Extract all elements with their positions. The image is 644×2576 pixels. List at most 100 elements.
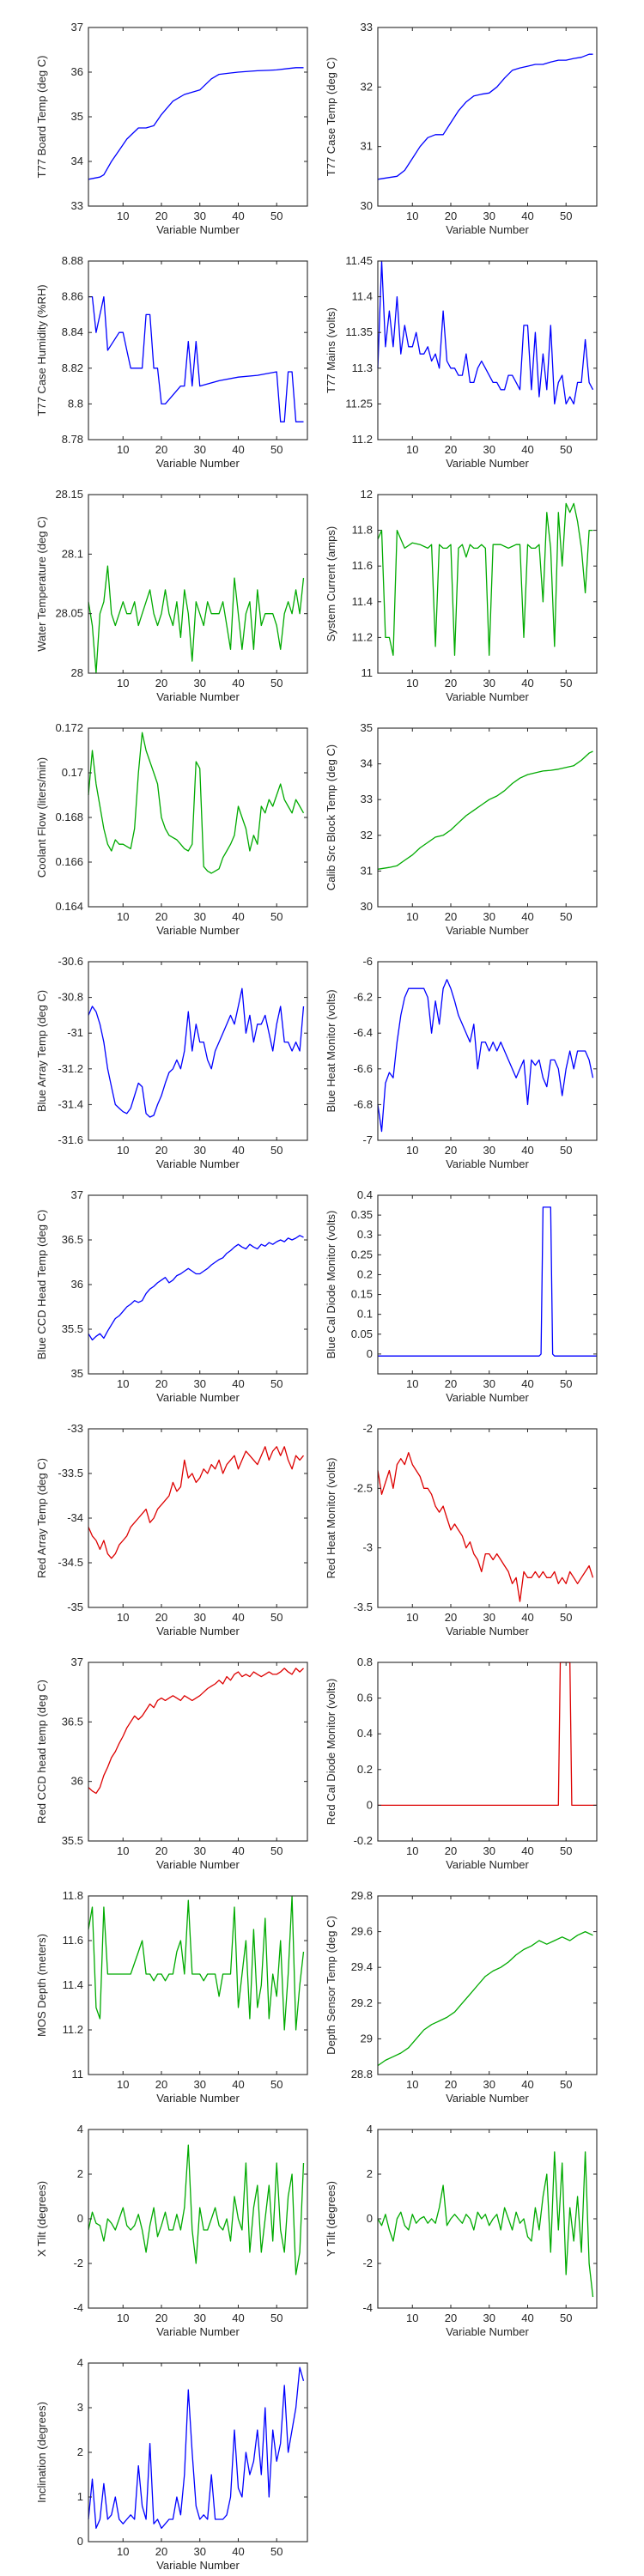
blue-ccd-head-temp-xtick-label: 10	[117, 1377, 129, 1390]
inclination-series-line	[88, 2366, 305, 2530]
red-heat-monitor-series-line	[377, 1452, 594, 1602]
x-tilt-ytick-label: -2	[73, 2257, 83, 2269]
red-heat-monitor-ytick-label: -2	[362, 1422, 373, 1435]
water-temperature-ytick-label: 28.1	[62, 547, 83, 560]
blue-cal-diode-monitor-xtick-label: 20	[445, 1377, 457, 1390]
coolant-flow-xtick-label: 30	[194, 910, 206, 923]
t77-case-temp-axes-frame	[377, 27, 598, 207]
coolant-flow-series-line	[88, 732, 305, 874]
coolant-flow-xtick-label: 40	[232, 910, 244, 923]
blue-heat-monitor-ytick-label: -6.2	[354, 991, 373, 1004]
chart-panel-blue-ccd-head-temp: 37 36.5 36 35.5 35 10 20 30 40 50 Variable Number B…	[35, 1188, 308, 1404]
t77-board-temp-xtick-label: 30	[194, 210, 206, 222]
water-temperature-ytick-label: 28.05	[55, 607, 83, 620]
system-current-ytick-label: 11.6	[352, 559, 373, 572]
blue-ccd-head-temp-ylabel: Blue CCD Head Temp (deg C)	[35, 1210, 48, 1360]
system-current-xtick-label: 30	[483, 677, 495, 690]
coolant-flow-ytick-label: 0.164	[55, 900, 83, 913]
coolant-flow-ytick-label: 0.168	[55, 811, 83, 823]
blue-ccd-head-temp-ytick-label: 36.5	[62, 1233, 83, 1246]
red-array-temp-xtick-label: 30	[194, 1611, 206, 1624]
red-array-temp-ytick-label: -34.5	[58, 1556, 83, 1569]
inclination-ytick-label: 4	[77, 2356, 83, 2369]
blue-ccd-head-temp-xtick-label: 40	[232, 1377, 244, 1390]
water-temperature-xtick-label: 30	[194, 677, 206, 690]
t77-board-temp-series-line	[88, 67, 304, 180]
depth-sensor-temp-ylabel: Depth Sensor Temp (deg C)	[325, 1916, 337, 2055]
blue-cal-diode-monitor-ytick-label: 0.25	[351, 1248, 373, 1261]
depth-sensor-temp-xtick-label: 10	[406, 2078, 418, 2091]
t77-case-temp-xtick-label: 40	[521, 210, 533, 222]
blue-cal-diode-monitor-ytick-label: 0.05	[351, 1327, 373, 1340]
t77-case-temp-xlabel: Variable Number	[446, 223, 529, 236]
chart-panel-red-array-temp: -33 -33.5 -34 -34.5 -35 10 20 30 40 50 Variable Nu…	[35, 1422, 308, 1637]
red-ccd-head-temp-ytick-label: 36.5	[62, 1715, 83, 1728]
red-array-temp-ytick-label: -35	[67, 1601, 83, 1613]
t77-case-humidity-xtick-label: 10	[117, 443, 129, 456]
system-current-series-line	[377, 502, 593, 656]
blue-array-temp-xtick-label: 40	[232, 1144, 244, 1157]
red-array-temp-xtick-label: 50	[270, 1611, 283, 1624]
blue-cal-diode-monitor-ylabel: Blue Cal Diode Monitor (volts)	[325, 1211, 337, 1359]
red-heat-monitor-xtick-label: 40	[521, 1611, 533, 1624]
blue-cal-diode-monitor-xtick-label: 10	[406, 1377, 418, 1390]
blue-ccd-head-temp-xtick-label: 50	[270, 1377, 283, 1390]
x-tilt-ytick-label: 2	[77, 2167, 83, 2180]
calib-src-block-temp-xtick-label: 50	[560, 910, 572, 923]
red-array-temp-xlabel: Variable Number	[156, 1625, 240, 1637]
water-temperature-xtick-label: 10	[117, 677, 129, 690]
red-cal-diode-monitor-xlabel: Variable Number	[446, 1858, 529, 1871]
system-current-ytick-label: 11	[361, 666, 374, 679]
water-temperature-series-line	[88, 565, 305, 674]
water-temperature-ylabel: Water Temperature (deg C)	[35, 516, 48, 652]
system-current-xlabel: Variable Number	[446, 690, 529, 703]
red-cal-diode-monitor-xtick-label: 10	[406, 1844, 418, 1857]
t77-mains-xtick-label: 50	[560, 443, 572, 456]
calib-src-block-temp-series-line	[377, 750, 593, 870]
red-ccd-head-temp-xtick-label: 10	[117, 1844, 129, 1857]
blue-array-temp-ytick-label: -31.2	[58, 1062, 83, 1075]
inclination-ytick-label: 0	[77, 2535, 83, 2548]
chart-panel-blue-heat-monitor: -6 -6.2 -6.4 -6.6 -6.8 -7 10 20 30 40 50 Variable N…	[325, 955, 598, 1170]
calib-src-block-temp-ytick-label: 35	[361, 721, 373, 734]
depth-sensor-temp-ytick-label: 29.2	[351, 1996, 373, 2009]
t77-case-temp-ytick-label: 32	[361, 80, 373, 93]
x-tilt-xtick-label: 20	[155, 2312, 167, 2324]
water-temperature-ytick-label: 28.15	[55, 488, 83, 501]
blue-cal-diode-monitor-ytick-label: 0.4	[357, 1188, 373, 1201]
t77-case-humidity-xtick-label: 40	[232, 443, 244, 456]
water-temperature-axes-frame	[88, 494, 308, 674]
blue-cal-diode-monitor-ytick-label: 0.3	[357, 1228, 373, 1241]
t77-mains-xtick-label: 20	[445, 443, 457, 456]
blue-array-temp-ytick-label: -31.4	[58, 1097, 83, 1110]
mos-depth-xtick-label: 40	[232, 2078, 244, 2091]
y-tilt-xtick-label: 50	[560, 2312, 572, 2324]
blue-array-temp-ytick-label: -30.8	[58, 991, 83, 1004]
system-current-ytick-label: 11.2	[352, 630, 373, 643]
t77-board-temp-ytick-label: 34	[71, 155, 83, 167]
coolant-flow-ylabel: Coolant Flow (liters/min)	[35, 757, 48, 878]
depth-sensor-temp-xlabel: Variable Number	[446, 2092, 529, 2105]
system-current-ytick-label: 11.4	[352, 595, 373, 608]
chart-panel-calib-src-block-temp: 35 34 33 32 31 30 10 20 30 40 50 Variable Number Cal…	[325, 721, 598, 937]
mos-depth-xlabel: Variable Number	[156, 2092, 240, 2105]
red-heat-monitor-xtick-label: 20	[445, 1611, 457, 1624]
red-cal-diode-monitor-ylabel: Red Cal Diode Monitor (volts)	[325, 1679, 337, 1826]
blue-heat-monitor-xtick-label: 40	[521, 1144, 533, 1157]
y-tilt-ylabel: Y Tilt (degrees)	[325, 2181, 337, 2257]
t77-board-temp-ytick-label: 35	[71, 110, 83, 123]
mos-depth-ytick-label: 11	[72, 2068, 84, 2081]
mos-depth-ytick-label: 11.8	[63, 1889, 83, 1902]
chart-panel-water-temperature: 28.15 28.1 28.05 28 10 20 30 40 50 Variable Numbe…	[35, 488, 308, 703]
mos-depth-series-line	[88, 1895, 305, 2031]
y-tilt-ytick-label: 2	[367, 2167, 373, 2180]
inclination-xtick-label: 20	[155, 2545, 167, 2558]
y-tilt-series-line	[377, 2151, 594, 2298]
inclination-xtick-label: 30	[194, 2545, 206, 2558]
blue-array-temp-xtick-label: 10	[117, 1144, 129, 1157]
y-tilt-xtick-label: 20	[445, 2312, 457, 2324]
coolant-flow-axes-frame	[88, 727, 308, 908]
red-ccd-head-temp-xtick-label: 30	[194, 1844, 206, 1857]
blue-cal-diode-monitor-xtick-label: 30	[483, 1377, 495, 1390]
